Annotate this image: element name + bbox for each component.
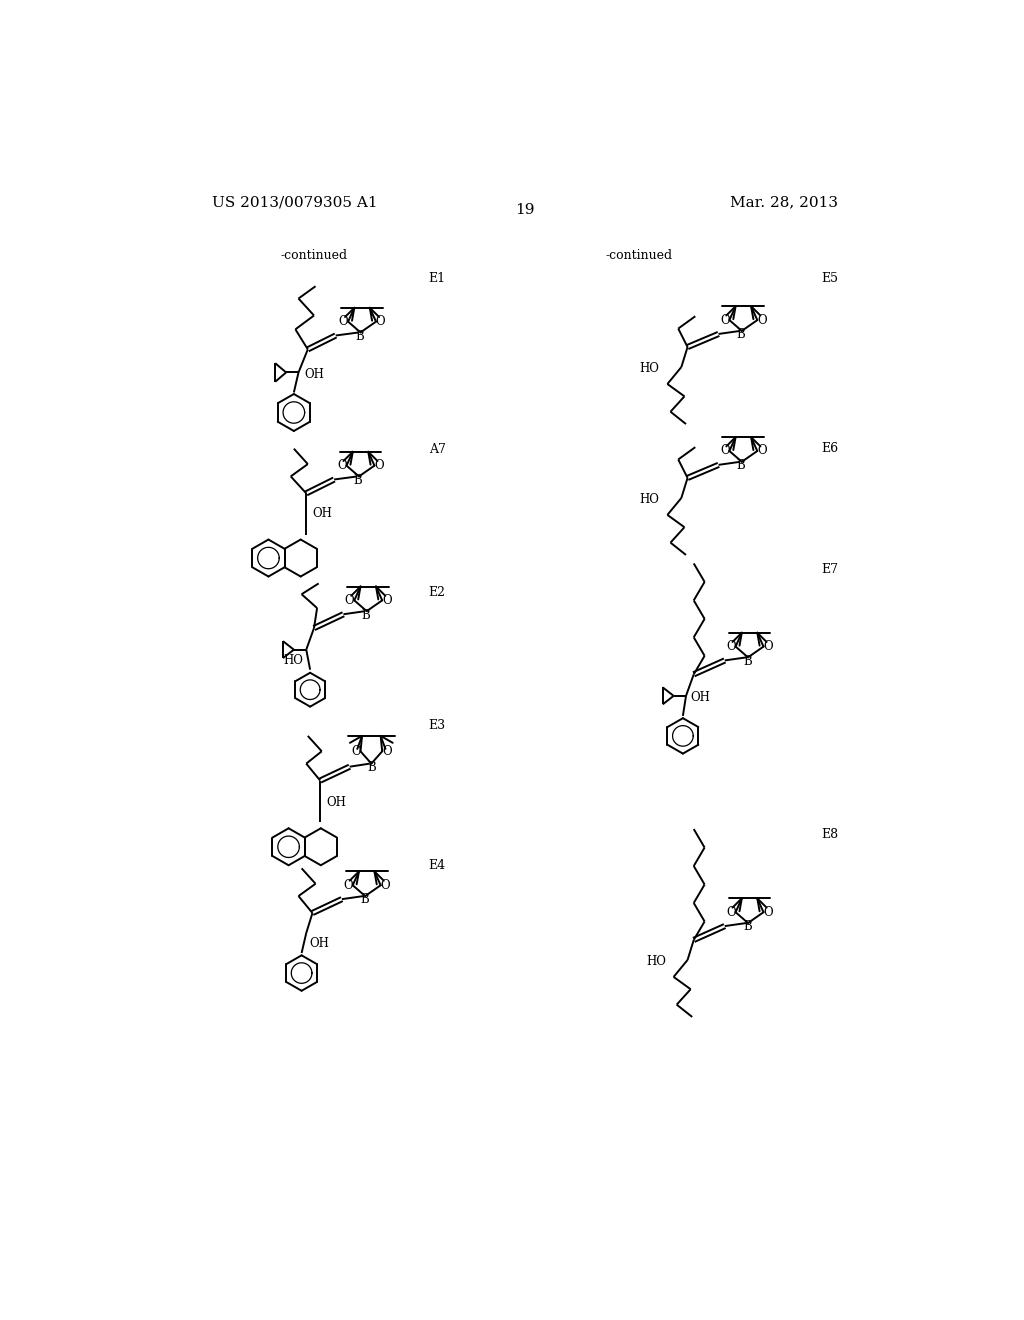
- Text: -continued: -continued: [281, 249, 347, 263]
- Text: O: O: [763, 906, 773, 919]
- Text: O: O: [726, 640, 736, 653]
- Text: B: B: [736, 459, 745, 473]
- Text: B: B: [360, 894, 369, 907]
- Text: E3: E3: [429, 719, 445, 733]
- Text: B: B: [354, 474, 362, 487]
- Text: E4: E4: [429, 859, 445, 873]
- Text: OH: OH: [309, 937, 330, 950]
- Text: B: B: [736, 329, 745, 342]
- Text: A7: A7: [429, 444, 445, 457]
- Text: HO: HO: [640, 492, 659, 506]
- Text: -continued: -continued: [606, 249, 673, 263]
- Text: Mar. 28, 2013: Mar. 28, 2013: [730, 195, 838, 210]
- Text: E2: E2: [429, 586, 445, 599]
- Text: O: O: [339, 315, 348, 329]
- Text: O: O: [337, 459, 347, 473]
- Text: O: O: [343, 879, 353, 892]
- Text: HO: HO: [284, 653, 303, 667]
- Text: O: O: [376, 315, 385, 329]
- Text: O: O: [381, 879, 390, 892]
- Text: O: O: [720, 314, 729, 326]
- Text: E5: E5: [821, 272, 839, 285]
- Text: OH: OH: [690, 690, 711, 704]
- Text: HO: HO: [640, 362, 659, 375]
- Text: 19: 19: [515, 203, 535, 216]
- Text: E1: E1: [429, 272, 445, 285]
- Text: O: O: [345, 594, 354, 607]
- Text: HO: HO: [646, 954, 666, 968]
- Text: O: O: [720, 445, 729, 458]
- Text: US 2013/0079305 A1: US 2013/0079305 A1: [212, 195, 377, 210]
- Text: OH: OH: [312, 507, 333, 520]
- Text: B: B: [742, 655, 752, 668]
- Text: OH: OH: [305, 367, 325, 380]
- Text: B: B: [355, 330, 365, 343]
- Text: B: B: [361, 609, 371, 622]
- Text: O: O: [375, 459, 384, 473]
- Text: E8: E8: [821, 829, 839, 841]
- Text: O: O: [763, 640, 773, 653]
- Text: O: O: [757, 445, 767, 458]
- Text: O: O: [382, 594, 391, 607]
- Text: O: O: [382, 744, 391, 758]
- Text: O: O: [757, 314, 767, 326]
- Text: O: O: [351, 744, 360, 758]
- Text: B: B: [742, 920, 752, 933]
- Text: E7: E7: [821, 562, 839, 576]
- Text: B: B: [367, 760, 376, 774]
- Text: OH: OH: [327, 796, 346, 809]
- Text: O: O: [726, 906, 736, 919]
- Text: E6: E6: [821, 442, 839, 455]
